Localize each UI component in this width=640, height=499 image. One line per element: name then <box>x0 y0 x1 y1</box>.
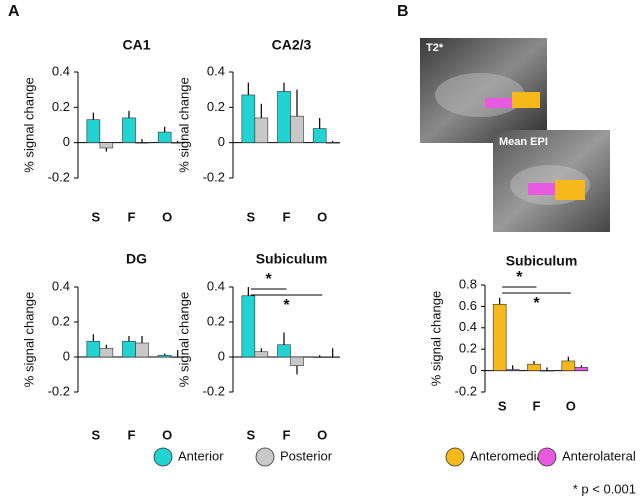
y-tick-label: 0.2 <box>207 99 225 114</box>
bar <box>241 94 256 143</box>
bar <box>254 351 269 358</box>
legend-label: Anteromedial <box>470 448 547 463</box>
y-tick-label: 0.4 <box>52 278 70 293</box>
legend-label: Anterior <box>178 448 224 463</box>
y-tick-label: 0.4 <box>459 319 477 334</box>
chart-title: Subiculum <box>256 251 328 267</box>
significance-label: * <box>283 297 290 314</box>
chart-title: DG <box>126 251 147 267</box>
mri-image: T2* <box>420 38 547 143</box>
y-tick-label: 0 <box>470 362 477 377</box>
bar <box>157 354 172 358</box>
x-tick-label: O <box>317 209 327 224</box>
y-tick-label: -0.2 <box>455 383 477 398</box>
y-tick-label: 0.2 <box>207 313 225 328</box>
y-axis-label: % signal change <box>428 291 443 386</box>
significance-label: * <box>266 271 273 288</box>
legend-swatch <box>537 447 557 467</box>
x-tick-label: F <box>283 427 291 442</box>
x-tick-label: F <box>533 398 541 413</box>
x-tick-label: S <box>91 209 100 224</box>
y-axis-label: % signal change <box>21 292 36 387</box>
bar <box>157 131 172 143</box>
footnote: * p < 0.001 <box>573 481 636 496</box>
bar <box>312 128 327 143</box>
bar <box>86 119 101 143</box>
bar <box>122 117 136 143</box>
significance-label: * <box>533 295 540 312</box>
x-tick-label: S <box>246 427 255 442</box>
bar <box>135 142 149 144</box>
bar <box>86 340 101 358</box>
y-tick-label: 0.4 <box>207 63 225 78</box>
bar <box>561 360 576 371</box>
y-tick-label: -0.2 <box>203 383 225 398</box>
bar <box>325 356 340 358</box>
mri-image: Mean EPI <box>493 130 610 232</box>
y-tick-label: 0.4 <box>207 278 225 293</box>
y-tick-label: 0.4 <box>52 63 70 78</box>
bar <box>492 303 507 371</box>
x-tick-label: F <box>128 427 136 442</box>
bar <box>277 91 291 143</box>
bar <box>99 142 114 149</box>
x-tick-label: S <box>91 427 100 442</box>
bar <box>241 295 256 358</box>
y-axis-label: % signal change <box>176 77 191 172</box>
y-tick-label: 0 <box>218 134 225 149</box>
y-tick-label: 0.2 <box>52 313 70 328</box>
x-tick-label: O <box>566 398 576 413</box>
y-tick-label: 0 <box>218 348 225 363</box>
bar <box>122 340 136 358</box>
y-tick-label: 0.2 <box>52 99 70 114</box>
legend-swatch <box>255 447 275 467</box>
legend-swatch <box>445 447 465 467</box>
y-tick-label: 0 <box>63 134 70 149</box>
bar <box>312 356 327 358</box>
y-axis-label: % signal change <box>21 77 36 172</box>
x-tick-label: O <box>162 209 172 224</box>
x-tick-label: O <box>162 427 172 442</box>
y-tick-label: 0 <box>63 348 70 363</box>
significance-label: * <box>516 269 523 286</box>
bar <box>254 117 269 143</box>
y-tick-label: 0.6 <box>459 298 477 313</box>
x-tick-label: S <box>498 398 507 413</box>
chart-title: Subiculum <box>506 253 578 269</box>
bar <box>99 347 114 358</box>
bar <box>135 342 149 358</box>
y-tick-label: -0.2 <box>203 169 225 184</box>
bar <box>574 367 589 371</box>
chart-title: CA1 <box>122 37 150 53</box>
image-label: Mean EPI <box>499 136 548 148</box>
legend-swatch <box>153 447 173 467</box>
y-tick-label: 0.8 <box>459 276 477 291</box>
bar <box>505 369 520 371</box>
chart-title: CA2/3 <box>272 37 312 53</box>
y-tick-label: -0.2 <box>48 383 70 398</box>
y-tick-label: 0.2 <box>459 341 477 356</box>
bar <box>325 142 340 144</box>
bar <box>290 115 304 143</box>
bar <box>290 356 304 367</box>
bar <box>540 370 554 372</box>
x-tick-label: F <box>128 209 136 224</box>
legend-label: Anterolateral <box>562 448 636 463</box>
x-tick-label: S <box>246 209 255 224</box>
y-tick-label: -0.2 <box>48 169 70 184</box>
bar <box>277 344 291 358</box>
image-label: T2* <box>426 42 444 54</box>
legend-label: Posterior <box>280 448 333 463</box>
x-tick-label: O <box>317 427 327 442</box>
panel-label: B <box>397 3 409 20</box>
bar <box>527 363 541 371</box>
panel-label: A <box>8 3 20 20</box>
y-axis-label: % signal change <box>176 292 191 387</box>
x-tick-label: F <box>283 209 291 224</box>
